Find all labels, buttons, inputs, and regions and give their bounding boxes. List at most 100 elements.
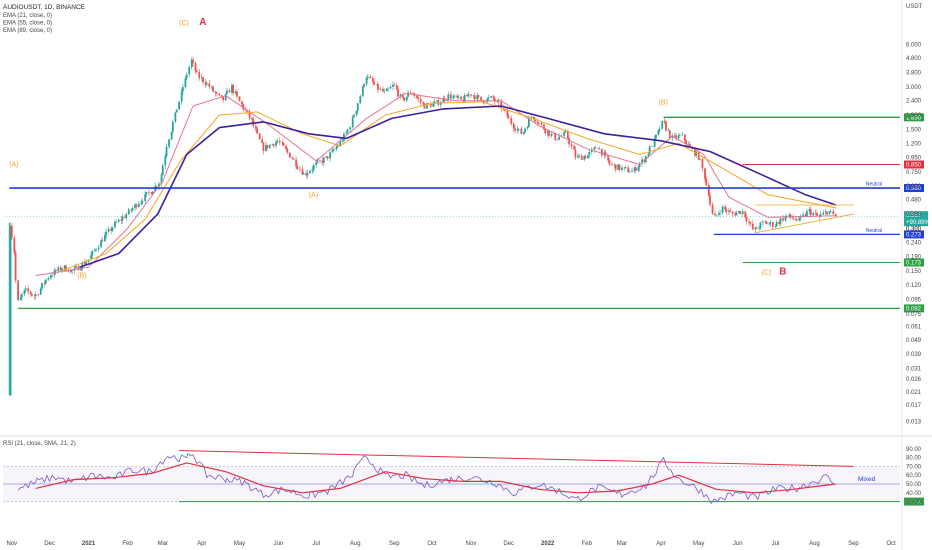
- candle: [714, 211, 716, 216]
- candle: [377, 81, 379, 94]
- candle: [296, 163, 299, 170]
- candle: [359, 94, 362, 104]
- rsi-title: RSI (21, close, SMA, 21, 2): [3, 441, 76, 447]
- indicator-legend-3: EMA (89, close, 0): [3, 28, 52, 34]
- candle: [316, 157, 319, 164]
- candle: [175, 109, 178, 113]
- candle: [110, 226, 113, 235]
- candle: [778, 220, 781, 226]
- candle: [623, 166, 626, 171]
- candle: [429, 101, 432, 108]
- candle: [405, 96, 408, 103]
- candle: [353, 113, 355, 118]
- x-tick-label: Nov: [466, 541, 477, 547]
- candle: [472, 94, 475, 99]
- x-tick-label: Jul: [312, 541, 320, 547]
- price-tick-label: 0.950: [906, 156, 922, 162]
- candle: [265, 141, 267, 152]
- price-tick-label: 0.480: [906, 198, 922, 204]
- candle: [124, 214, 126, 219]
- candle: [77, 265, 80, 271]
- level-tag-0.850: [904, 160, 924, 169]
- candle: [477, 94, 480, 100]
- candle: [621, 165, 623, 172]
- x-tick-label: Jun: [733, 541, 743, 547]
- x-tick-label: Jul: [772, 541, 780, 547]
- candle: [254, 123, 257, 132]
- candle: [433, 98, 436, 107]
- candle: [779, 217, 782, 227]
- wave-label-7: (C): [762, 270, 772, 277]
- candle: [607, 155, 610, 162]
- candle: [39, 287, 42, 296]
- candle: [369, 74, 372, 79]
- candle: [663, 117, 666, 125]
- candle: [204, 79, 207, 88]
- level-tag-0.580: [904, 184, 924, 193]
- candle: [322, 155, 325, 166]
- candle: [208, 80, 211, 90]
- candle: [184, 75, 187, 90]
- candle: [719, 209, 721, 217]
- candle: [222, 96, 225, 103]
- x-tick-label: 2022: [541, 541, 555, 547]
- candle: [395, 83, 398, 91]
- candle: [577, 152, 579, 159]
- candle: [516, 125, 519, 135]
- ema-line-89: [79, 105, 837, 269]
- candle: [160, 172, 163, 187]
- candle: [573, 144, 576, 150]
- wave-label-3: (A): [9, 162, 18, 169]
- level-tag-text-0.082: 0.082: [906, 306, 922, 312]
- wave-label-8: B: [779, 267, 786, 278]
- candle: [480, 96, 482, 101]
- candle: [329, 150, 331, 162]
- candle: [814, 209, 817, 216]
- rsi-tick-label: 40.00: [906, 491, 922, 497]
- candle: [675, 132, 677, 142]
- candle: [170, 131, 173, 141]
- candle: [164, 153, 167, 170]
- price-tick-label: 0.380: [906, 212, 922, 218]
- price-tick-label: 0.750: [906, 170, 922, 176]
- candle: [510, 115, 513, 126]
- candle: [624, 165, 627, 169]
- price-tick-label: 0.049: [906, 338, 922, 344]
- price-tick-label: 2.400: [906, 99, 922, 105]
- candle: [228, 88, 231, 93]
- candle: [543, 123, 545, 131]
- candle: [608, 158, 611, 167]
- price-tick-label: 0.095: [906, 297, 922, 303]
- candle: [258, 132, 261, 140]
- candle: [470, 94, 472, 98]
- candle: [145, 191, 148, 197]
- candle: [134, 203, 136, 211]
- candle: [180, 88, 183, 105]
- candle: [363, 83, 365, 89]
- candle: [100, 238, 103, 248]
- candle: [402, 92, 404, 101]
- candle: [34, 291, 37, 300]
- candle: [101, 237, 104, 242]
- candle: [251, 117, 253, 124]
- candle: [262, 141, 265, 155]
- candle: [583, 154, 586, 162]
- candle: [563, 129, 565, 139]
- candle: [161, 163, 164, 176]
- candle: [754, 226, 757, 233]
- candle: [150, 191, 153, 195]
- candle: [728, 207, 730, 215]
- candle: [302, 171, 305, 175]
- candle: [772, 221, 774, 230]
- candle: [580, 153, 583, 160]
- candle: [355, 110, 358, 117]
- candle: [321, 157, 324, 166]
- candle: [759, 221, 762, 231]
- wave-label-2: A: [199, 17, 206, 28]
- candle: [232, 83, 235, 96]
- price-tick-label: 3.000: [906, 85, 922, 91]
- x-tick-label: Jun: [274, 541, 284, 547]
- candle: [548, 130, 550, 139]
- price-tick-label: 3.800: [906, 70, 922, 76]
- candle: [325, 156, 328, 159]
